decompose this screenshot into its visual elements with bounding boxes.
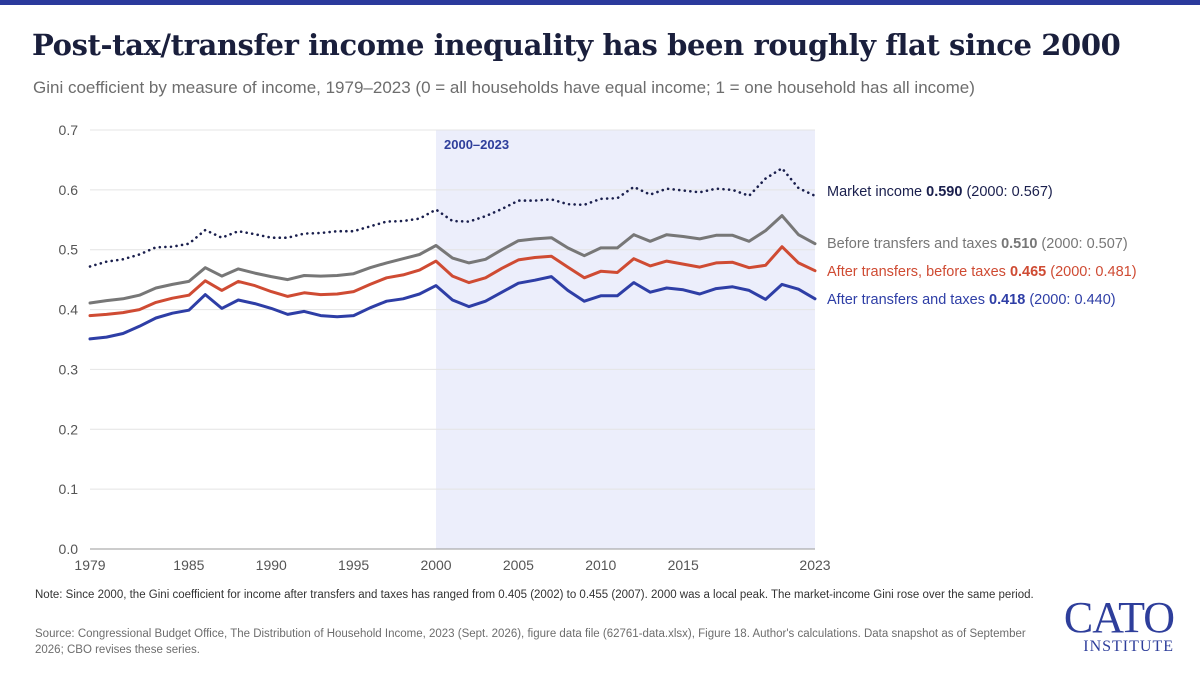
series-end-label: Before transfers and taxes 0.510 (2000: …: [827, 236, 1128, 252]
chart-subtitle: Gini coefficient by measure of income, 1…: [33, 78, 975, 97]
highlight-label: 2000–2023: [444, 137, 509, 152]
logo-wordmark: CATO: [1063, 593, 1175, 642]
y-tick-label: 0.0: [59, 541, 79, 557]
chart-note: Note: Since 2000, the Gini coefficient f…: [35, 589, 1034, 601]
top-accent-bar: [0, 0, 1200, 5]
chart-source: Source: Congressional Budget Office, The…: [35, 628, 1026, 656]
series-line: [88, 167, 817, 268]
logo-subtext: INSTITUTE: [1083, 638, 1174, 655]
x-tick-label: 2015: [668, 557, 699, 573]
x-tick-label: 1985: [173, 557, 204, 573]
series-line: [88, 275, 817, 341]
y-tick-label: 0.6: [59, 182, 79, 198]
gini-line-chart: 2000–2023 0.0 0.1 0.2 0.3 0.4 0.5 0.6 0.7 1979 1…: [59, 122, 1137, 573]
x-tick-label: 2005: [503, 557, 534, 573]
y-tick-label: 0.3: [59, 361, 79, 377]
series-name: Before transfers and taxes: [827, 236, 1001, 252]
y-tick-label: 0.1: [59, 481, 79, 497]
series-end-label: After transfers, before taxes 0.465 (200…: [827, 264, 1137, 280]
cato-institute-logo: CATO INSTITUTE: [1048, 596, 1188, 660]
series-end-label: Market income 0.590 (2000: 0.567): [827, 184, 1053, 200]
series-name: After transfers and taxes: [827, 292, 989, 308]
series-2000-value: (2000: 0.507): [1041, 236, 1127, 252]
x-tick-label: 1995: [338, 557, 369, 573]
series-end-value: 0.418: [989, 292, 1029, 308]
x-tick-label: 1979: [74, 557, 105, 573]
series-end-value: 0.465: [1010, 264, 1050, 280]
series-name: After transfers, before taxes: [827, 264, 1010, 280]
x-tick-label: 2010: [585, 557, 616, 573]
chart-title: Post-tax/transfer income inequality has …: [32, 28, 1121, 62]
series-line: [88, 214, 817, 305]
series-line: [88, 245, 817, 318]
series-end-label: After transfers and taxes 0.418 (2000: 0…: [827, 292, 1116, 308]
x-tick-label: 1990: [256, 557, 287, 573]
y-tick-label: 0.7: [59, 122, 79, 138]
series-2000-value: (2000: 0.481): [1050, 264, 1136, 280]
series-2000-value: (2000: 0.567): [966, 184, 1052, 200]
series-2000-value: (2000: 0.440): [1029, 292, 1115, 308]
x-tick-label: 2000: [420, 557, 451, 573]
y-tick-label: 0.2: [59, 421, 79, 437]
series-end-value: 0.510: [1001, 236, 1041, 252]
x-tick-label: 2023: [799, 557, 830, 573]
y-tick-label: 0.4: [59, 302, 79, 318]
y-tick-label: 0.5: [59, 242, 79, 258]
highlight-band: [436, 130, 815, 549]
series-end-value: 0.590: [926, 184, 966, 200]
series-name: Market income: [827, 184, 926, 200]
